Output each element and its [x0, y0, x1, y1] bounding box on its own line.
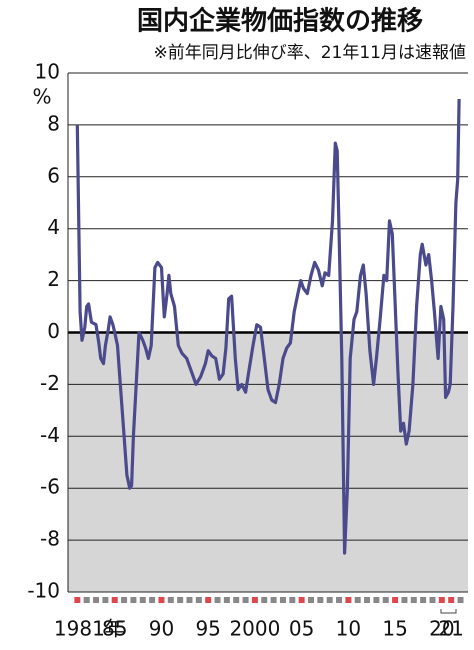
- x-tick-label: 21: [438, 617, 463, 641]
- year-marker: [158, 597, 165, 603]
- year-marker: [251, 597, 258, 603]
- year-marker: [205, 597, 212, 603]
- year-marker: [279, 597, 286, 603]
- negative-area: [68, 332, 468, 592]
- year-marker: [298, 597, 305, 603]
- year-marker: [429, 597, 436, 603]
- year-marker: [261, 597, 268, 603]
- x-tick-label: 15: [382, 617, 407, 641]
- year-marker: [326, 597, 333, 603]
- y-tick-label: -2: [40, 371, 60, 395]
- x-tick-label: 20: [429, 617, 454, 641]
- year-marker: [223, 597, 230, 603]
- bracket: [440, 609, 457, 614]
- year-marker: [270, 597, 277, 603]
- x-tick-label: 2000: [229, 617, 280, 641]
- year-marker: [401, 597, 408, 603]
- year-marker: [448, 597, 455, 603]
- year-marker: [364, 597, 371, 603]
- y-tick-label: 2: [47, 267, 60, 291]
- y-tick-label: 6: [47, 163, 60, 187]
- year-marker: [392, 597, 399, 603]
- year-marker: [102, 597, 109, 603]
- year-marker: [167, 597, 174, 603]
- chart-title: 国内企業物価指数の推移: [137, 6, 423, 37]
- x-tick-label: 1981年: [54, 617, 125, 641]
- y-tick-label: -10: [27, 579, 60, 603]
- year-marker: [242, 597, 249, 603]
- year-marker: [121, 597, 128, 603]
- year-marker: [93, 597, 100, 603]
- year-marker: [233, 597, 240, 603]
- x-tick-label: 10: [336, 617, 361, 641]
- year-marker: [373, 597, 380, 603]
- year-marker: [214, 597, 221, 603]
- year-marker: [186, 597, 193, 603]
- year-marker: [149, 597, 156, 603]
- x-tick-label: 05: [289, 617, 314, 641]
- year-marker: [345, 597, 352, 603]
- year-marker: [111, 597, 118, 603]
- year-marker: [130, 597, 137, 603]
- year-marker: [139, 597, 146, 603]
- year-marker: [354, 597, 361, 603]
- y-tick-label: 0: [47, 319, 60, 343]
- year-marker: [177, 597, 184, 603]
- year-marker: [438, 597, 445, 603]
- year-marker: [410, 597, 417, 603]
- year-marker: [457, 597, 464, 603]
- year-marker: [83, 597, 90, 603]
- y-tick-label: 8: [47, 111, 60, 135]
- y-tick-label: 4: [47, 215, 60, 239]
- year-marker: [336, 597, 343, 603]
- chart-subtitle: ※前年同月比伸び率、21年11月は速報値: [153, 43, 466, 63]
- y-tick-label: -6: [40, 475, 60, 499]
- year-marker: [307, 597, 314, 603]
- series-line: [75, 98, 461, 555]
- x-tick-label: 85: [102, 617, 127, 641]
- year-marker: [195, 597, 202, 603]
- y-tick-label: -8: [40, 527, 60, 551]
- y-unit: %: [32, 85, 51, 109]
- year-marker: [382, 597, 389, 603]
- year-marker: [74, 597, 81, 603]
- year-marker: [317, 597, 324, 603]
- y-tick-label: -4: [40, 423, 60, 447]
- x-tick-label: 95: [195, 617, 220, 641]
- year-marker: [289, 597, 296, 603]
- year-marker: [420, 597, 427, 603]
- y-tick-label: 10: [35, 60, 60, 84]
- x-tick-label: 90: [149, 617, 174, 641]
